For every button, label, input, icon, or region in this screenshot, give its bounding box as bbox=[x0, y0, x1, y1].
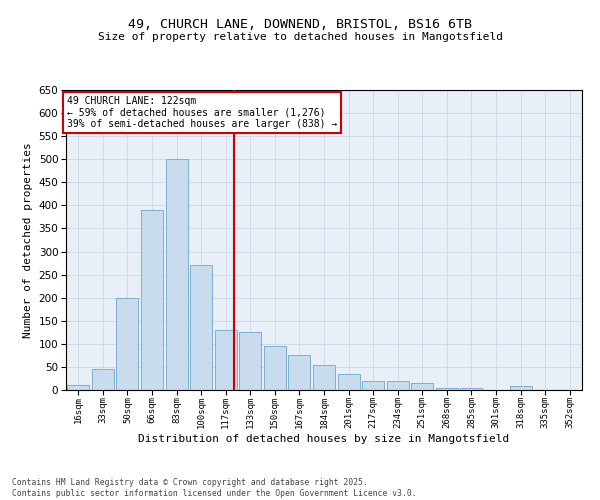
Bar bbox=[509, 386, 532, 390]
Bar bbox=[166, 159, 188, 390]
Bar bbox=[92, 369, 114, 390]
Bar bbox=[460, 388, 482, 390]
Bar bbox=[239, 332, 262, 390]
Text: Contains HM Land Registry data © Crown copyright and database right 2025.
Contai: Contains HM Land Registry data © Crown c… bbox=[12, 478, 416, 498]
Bar bbox=[190, 266, 212, 390]
Bar bbox=[362, 381, 384, 390]
Bar bbox=[116, 298, 139, 390]
Bar bbox=[215, 330, 237, 390]
Bar bbox=[436, 388, 458, 390]
Bar bbox=[338, 374, 359, 390]
Text: 49, CHURCH LANE, DOWNEND, BRISTOL, BS16 6TB: 49, CHURCH LANE, DOWNEND, BRISTOL, BS16 … bbox=[128, 18, 472, 30]
Bar bbox=[411, 383, 433, 390]
Bar bbox=[67, 386, 89, 390]
Text: Size of property relative to detached houses in Mangotsfield: Size of property relative to detached ho… bbox=[97, 32, 503, 42]
Bar bbox=[141, 210, 163, 390]
Y-axis label: Number of detached properties: Number of detached properties bbox=[23, 142, 33, 338]
Bar bbox=[289, 356, 310, 390]
X-axis label: Distribution of detached houses by size in Mangotsfield: Distribution of detached houses by size … bbox=[139, 434, 509, 444]
Bar bbox=[386, 381, 409, 390]
Bar bbox=[313, 364, 335, 390]
Bar bbox=[264, 346, 286, 390]
Text: 49 CHURCH LANE: 122sqm
← 59% of detached houses are smaller (1,276)
39% of semi-: 49 CHURCH LANE: 122sqm ← 59% of detached… bbox=[67, 96, 337, 128]
